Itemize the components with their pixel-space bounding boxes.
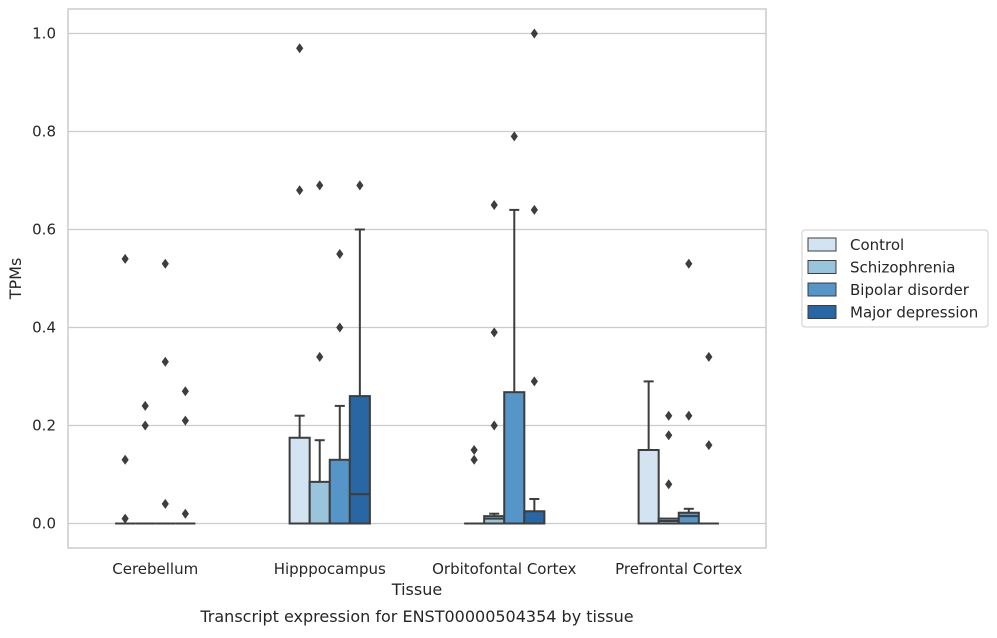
box-body <box>483 515 506 525</box>
outlier-point <box>336 249 344 259</box>
y-tick-label: 0.6 <box>32 221 56 239</box>
outlier-point <box>296 43 304 54</box>
box-cerebellum-schizophrenia <box>135 400 156 525</box>
box-body <box>328 458 351 525</box>
legend-swatch <box>807 282 837 297</box>
y-axis-ticks: 0.0 0.2 0.4 0.6 0.8 1.0 <box>32 25 56 533</box>
legend-swatch <box>807 305 837 319</box>
outlier-point <box>161 356 169 367</box>
outlier-point <box>121 253 129 264</box>
x-tick-label: Orbitofontal Cortex <box>432 560 576 578</box>
box-orbitofontal-cortex-major-depression <box>523 28 546 525</box>
box-hipppocampus-bipolar-disorder <box>328 249 351 525</box>
x-axis-label: Tissue <box>391 580 442 599</box>
outlier-point <box>141 420 149 431</box>
gridlines <box>68 32 766 525</box>
outlier-point <box>705 440 713 451</box>
box-body <box>677 511 700 525</box>
y-tick-label: 0.2 <box>32 417 56 435</box>
outlier-point <box>685 410 693 421</box>
plot-area-frame <box>67 8 767 549</box>
outlier-point <box>490 420 498 431</box>
legend: Control Schizophrenia Bipolar disorder Majo… <box>801 229 989 328</box>
outlier-point <box>470 454 478 465</box>
box-orbitofontal-cortex-control <box>464 445 485 525</box>
outlier-point <box>530 28 538 39</box>
outlier-point <box>296 185 304 196</box>
legend-label: Control <box>850 236 904 254</box>
outlier-point <box>665 479 673 490</box>
box-prefrontal-cortex-major-depression <box>698 351 719 525</box>
box-hipppocampus-schizophrenia <box>308 180 331 525</box>
outlier-point <box>181 508 189 519</box>
outlier-point <box>121 513 129 524</box>
box-cerebellum-control <box>115 253 136 525</box>
outlier-point <box>161 498 169 509</box>
outlier-point <box>356 180 364 191</box>
boxes-layer <box>115 28 719 525</box>
y-axis-label: TPMs <box>6 258 25 301</box>
outlier-point <box>336 322 344 333</box>
outlier-point <box>316 180 324 191</box>
box-orbitofontal-cortex-schizophrenia <box>483 200 506 525</box>
y-tick-label: 0.8 <box>32 123 56 141</box>
outlier-point <box>510 131 518 142</box>
box-cerebellum-major-depression <box>175 386 196 525</box>
x-tick-label: Prefrontal Cortex <box>615 560 742 578</box>
outlier-point <box>705 351 713 362</box>
box-body <box>503 391 526 525</box>
y-tick-label: 1.0 <box>32 25 56 43</box>
y-tick-label: 0.4 <box>32 319 56 337</box>
outlier-point <box>121 454 129 465</box>
outlier-point <box>141 400 149 411</box>
box-hipppocampus-control <box>288 43 311 525</box>
outlier-point <box>530 376 538 387</box>
legend-label: Bipolar disorder <box>850 281 970 299</box>
legend-label: Schizophrenia <box>850 259 955 277</box>
outlier-point <box>530 204 538 215</box>
x-tick-label: Cerebellum <box>112 560 198 578</box>
box-prefrontal-cortex-schizophrenia <box>657 410 680 525</box>
box-body <box>637 449 660 525</box>
outlier-point <box>181 386 189 397</box>
outlier-point <box>316 351 324 362</box>
y-tick-label: 0.0 <box>32 515 56 533</box>
outlier-point <box>665 410 673 421</box>
box-hipppocampus-major-depression <box>348 180 371 525</box>
box-body <box>348 395 371 525</box>
x-tick-label: Hipppocampus <box>274 560 386 578</box>
outlier-point <box>490 200 498 210</box>
legend-swatch <box>807 260 837 274</box>
outlier-point <box>161 258 169 269</box>
legend-label: Major depression <box>850 304 978 322</box>
outlier-point <box>665 430 673 441</box>
box-prefrontal-cortex-control <box>637 380 660 525</box>
chart-caption: Transcript expression for ENST0000050435… <box>199 607 633 626</box>
box-prefrontal-cortex-bipolar-disorder <box>677 258 700 525</box>
box-body <box>288 436 311 525</box>
outlier-point <box>470 445 478 455</box>
legend-swatch <box>807 237 837 252</box>
box-body <box>523 510 546 525</box>
legend-frame <box>801 229 989 328</box>
x-axis-ticks: Cerebellum Hipppocampus Orbitofontal Corte… <box>112 560 742 578</box>
box-body <box>308 480 331 525</box>
box-orbitofontal-cortex-bipolar-disorder <box>503 131 526 525</box>
outlier-point <box>685 258 693 269</box>
box-cerebellum-bipolar-disorder <box>155 258 176 525</box>
outlier-point <box>490 327 498 338</box>
outlier-point <box>181 415 189 426</box>
